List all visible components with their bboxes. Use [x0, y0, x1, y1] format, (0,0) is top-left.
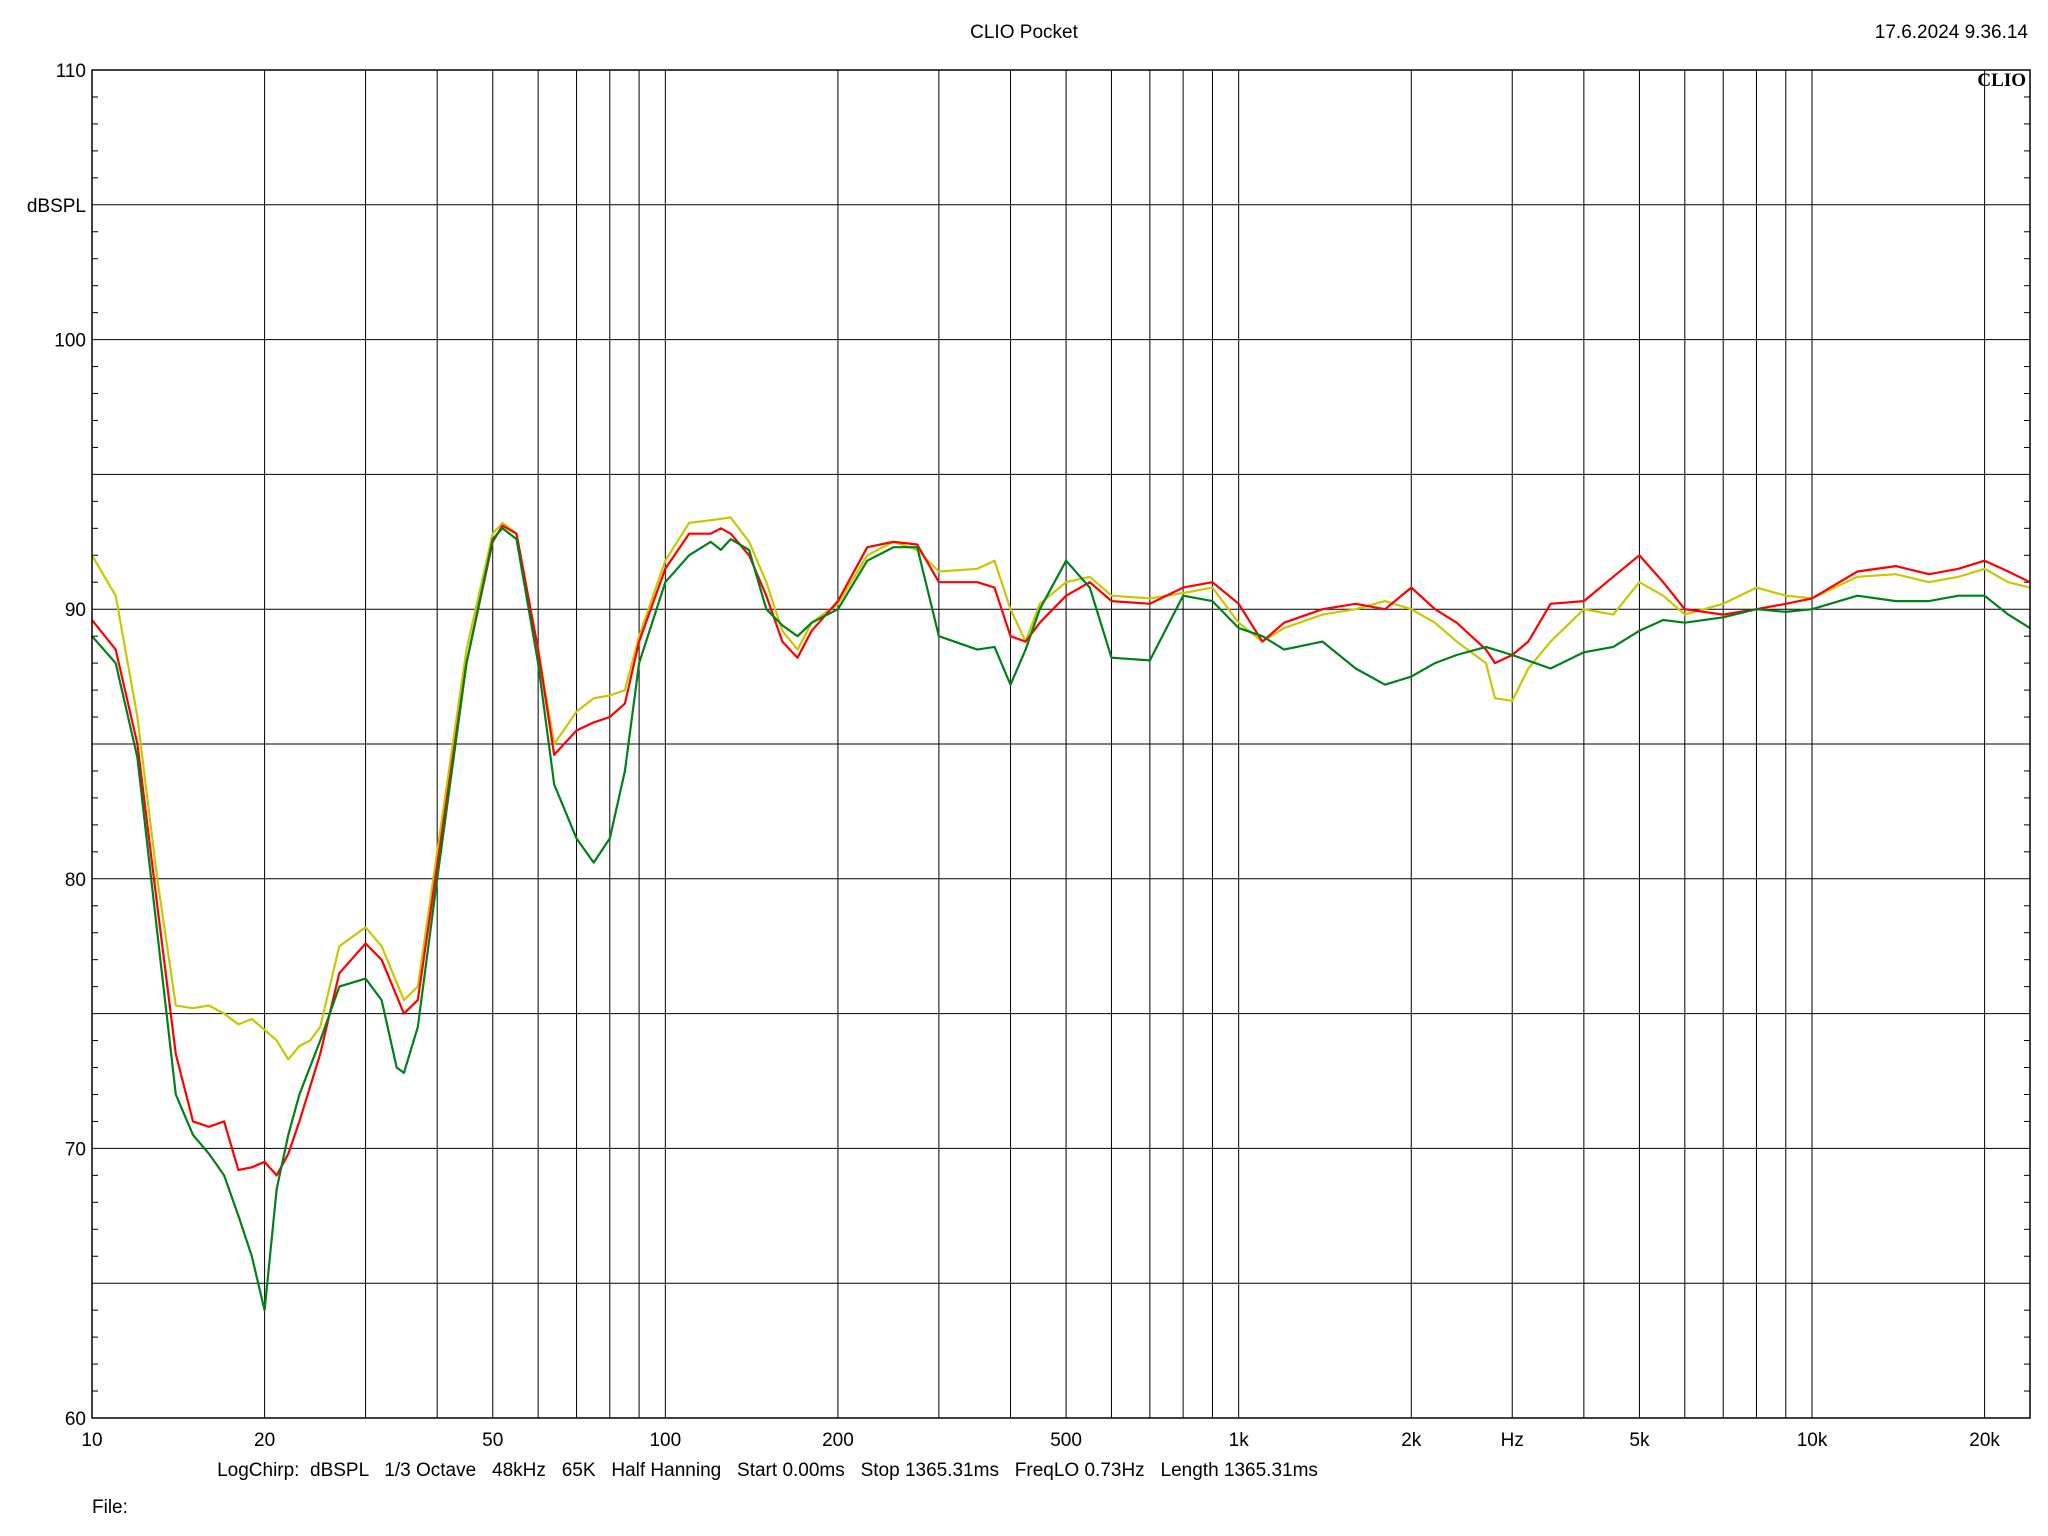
x-tick-label: 20: [254, 1430, 275, 1451]
y-tick-label: 110: [56, 61, 86, 82]
chart-title: CLIO Pocket: [970, 22, 1078, 43]
x-tick-label: 50: [482, 1430, 503, 1451]
file-label: File:: [92, 1497, 128, 1518]
y-tick-label: 60: [65, 1409, 86, 1430]
y-axis-label: dBSPL: [27, 196, 86, 217]
series-line-3: [91, 527, 2031, 1312]
x-tick-label: 100: [649, 1430, 681, 1451]
measurement-parameters: LogChirp: dBSPL 1/3 Octave 48kHz 65K Hal…: [217, 1460, 1318, 1481]
clio-logo: CLIO: [1977, 70, 2026, 91]
series-line-2: [91, 524, 2031, 1177]
x-tick-label: 2k: [1401, 1430, 1422, 1451]
x-axis-label: Hz: [1501, 1430, 1524, 1451]
plot-frame: [91, 69, 2031, 1419]
y-tick-label: 80: [65, 870, 86, 891]
x-tick-label: 200: [822, 1430, 854, 1451]
y-tick-label: 70: [65, 1139, 86, 1160]
x-tick-label: 10: [81, 1430, 102, 1451]
x-tick-label: 20k: [1969, 1430, 2000, 1451]
y-tick-label: 90: [65, 600, 86, 621]
x-tick-label: 500: [1050, 1430, 1082, 1451]
x-tick-label: 5k: [1629, 1430, 1650, 1451]
y-tick-label: 100: [54, 331, 86, 352]
series-line-1: [91, 516, 2031, 1061]
timestamp: 17.6.2024 9.36.14: [1874, 22, 2028, 43]
x-tick-label: 10k: [1797, 1430, 1828, 1451]
x-tick-label: 1k: [1229, 1430, 1250, 1451]
